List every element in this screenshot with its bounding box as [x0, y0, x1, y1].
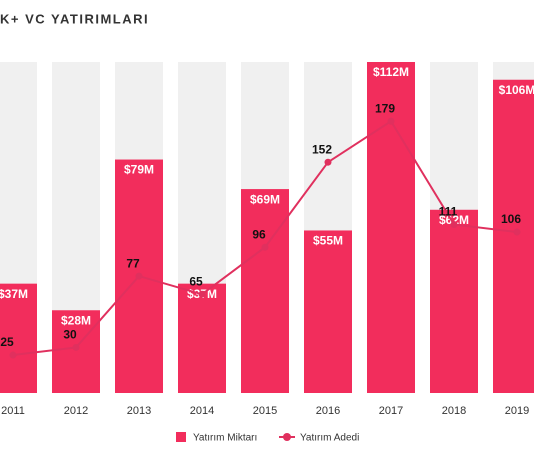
bar [304, 230, 352, 393]
x-tick-label: 2011 [1, 405, 25, 417]
point-label: 111 [439, 205, 458, 219]
bar-label: $62M [439, 213, 469, 227]
line-point [72, 343, 80, 351]
legend-swatch [176, 432, 186, 442]
point-label: 25 [0, 335, 14, 349]
bar [241, 189, 289, 393]
legend-label: Yatırım Adedi [300, 433, 359, 444]
line-point [387, 117, 395, 125]
x-tick-label: 2014 [190, 405, 214, 417]
point-label: 152 [312, 142, 332, 156]
point-label: 96 [252, 227, 266, 241]
legend-label: Yatırım Miktarı [193, 433, 257, 444]
x-tick-label: 2016 [316, 405, 340, 417]
bar-label: $106M [499, 83, 534, 97]
chart-title: K+ VC YATIRIMLARI [0, 11, 149, 26]
x-tick-label: 2017 [379, 405, 403, 417]
bar [430, 209, 478, 393]
x-tick-label: 2018 [442, 405, 466, 417]
x-tick-label: 2012 [64, 405, 88, 417]
line-point [513, 228, 521, 236]
line-point [135, 272, 143, 280]
bar [0, 283, 37, 393]
line-point [450, 220, 458, 228]
point-label: 30 [63, 328, 77, 342]
bar-label: $37M [0, 287, 28, 301]
bar-label: $55M [313, 234, 343, 248]
bar-label: $79M [124, 163, 154, 177]
x-tick-label: 2013 [127, 405, 151, 417]
bar-label: $112M [373, 65, 409, 79]
bar [178, 283, 226, 393]
line-point [261, 243, 269, 251]
bar [493, 79, 534, 393]
line-point [324, 158, 332, 166]
bar-label: $69M [250, 192, 280, 206]
point-label: 179 [375, 101, 395, 115]
line-point [9, 351, 17, 359]
point-label: 65 [189, 274, 203, 288]
legend-swatch [283, 433, 291, 441]
bar [52, 310, 100, 393]
bar [367, 62, 415, 393]
x-tick-label: 2019 [505, 405, 529, 417]
line-point [198, 290, 206, 298]
point-label: 77 [126, 256, 140, 270]
point-label: 106 [501, 212, 521, 226]
bar-label: $28M [61, 313, 91, 327]
x-tick-label: 2015 [253, 405, 277, 417]
